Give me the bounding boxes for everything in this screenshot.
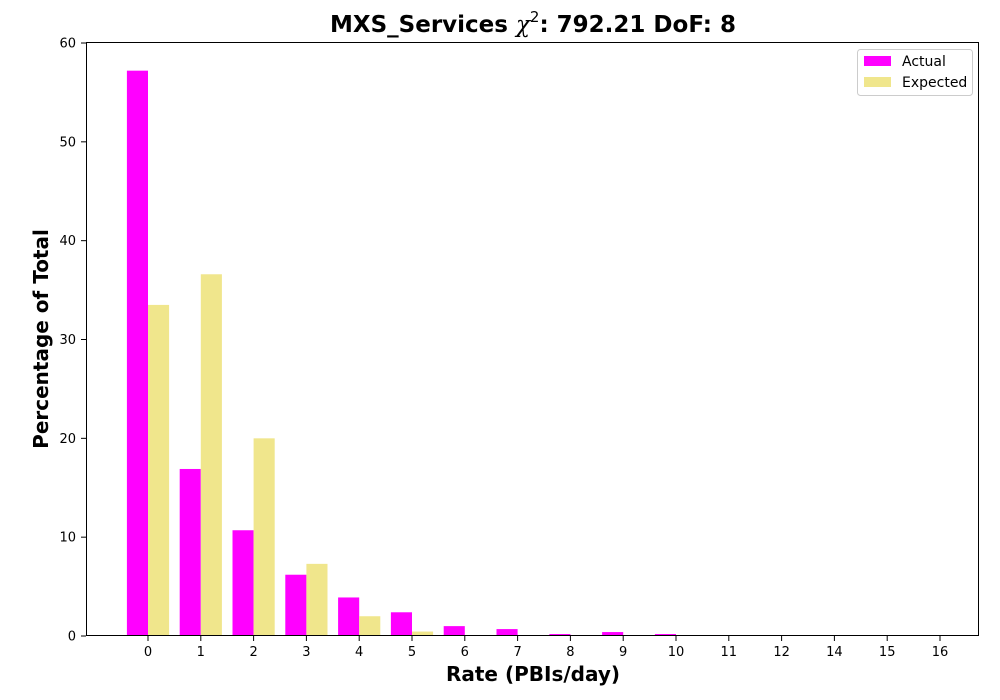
y-tick-label-50: 50 bbox=[59, 135, 76, 150]
x-tick-label-11: 11 bbox=[721, 645, 738, 660]
y-axis-label: Percentage of Total bbox=[29, 229, 53, 449]
chart-title-prefix: MXS_Services bbox=[330, 12, 516, 38]
bar-expected-5 bbox=[412, 631, 434, 636]
legend: Actual Expected bbox=[857, 49, 973, 96]
bar-actual-6 bbox=[443, 626, 465, 636]
x-tick-label-6: 6 bbox=[461, 645, 469, 660]
x-tick-label-2: 2 bbox=[249, 645, 257, 660]
x-tick-label-8: 8 bbox=[566, 645, 574, 660]
bar-actual-4 bbox=[338, 597, 360, 636]
x-tick-label-14: 14 bbox=[826, 645, 843, 660]
legend-label-actual: Actual bbox=[902, 54, 946, 70]
x-tick-label-10: 10 bbox=[668, 645, 685, 660]
y-axis-ticks: 0 10 20 30 40 50 60 bbox=[59, 37, 86, 645]
legend-swatch-actual bbox=[864, 56, 891, 66]
x-tick-label-3: 3 bbox=[302, 645, 310, 660]
legend-swatch-expected bbox=[864, 77, 891, 87]
chart-title-suffix: : 792.21 DoF: 8 bbox=[539, 12, 736, 38]
bar-expected-2 bbox=[253, 438, 275, 636]
bar-actual-1 bbox=[179, 468, 201, 636]
x-tick-label-15: 15 bbox=[879, 645, 896, 660]
bar-actual-5 bbox=[390, 612, 412, 636]
x-axis-ticks: 0 1 2 3 4 5 6 7 8 9 10 11 12 14 15 16 bbox=[144, 636, 948, 660]
y-tick-label-40: 40 bbox=[59, 234, 76, 249]
x-tick-label-0: 0 bbox=[144, 645, 152, 660]
legend-label-expected: Expected bbox=[902, 75, 967, 91]
bar-expected-4 bbox=[359, 616, 381, 636]
chart-title: MXS_Services χ2: 792.21 DoF: 8 bbox=[330, 8, 736, 38]
x-tick-label-16: 16 bbox=[932, 645, 949, 660]
chart-title-chi: χ bbox=[514, 12, 532, 38]
x-tick-label-1: 1 bbox=[197, 645, 205, 660]
bars-layer bbox=[126, 70, 940, 637]
y-tick-label-0: 0 bbox=[68, 630, 76, 645]
y-tick-label-10: 10 bbox=[59, 531, 76, 546]
bar-expected-1 bbox=[200, 274, 222, 636]
chart-title-superscript: 2 bbox=[530, 8, 540, 26]
x-tick-label-4: 4 bbox=[355, 645, 363, 660]
y-tick-label-30: 30 bbox=[59, 333, 76, 348]
bar-actual-7 bbox=[496, 629, 518, 636]
x-tick-label-5: 5 bbox=[408, 645, 416, 660]
bar-expected-3 bbox=[306, 563, 328, 636]
bar-actual-3 bbox=[285, 574, 307, 636]
bar-actual-9 bbox=[602, 632, 624, 636]
bar-actual-2 bbox=[232, 530, 254, 636]
y-tick-label-60: 60 bbox=[59, 37, 76, 52]
x-tick-label-12: 12 bbox=[773, 645, 790, 660]
bar-actual-0 bbox=[126, 70, 148, 637]
bar-expected-0 bbox=[148, 304, 170, 636]
x-tick-label-9: 9 bbox=[619, 645, 627, 660]
plot-frame bbox=[86, 42, 979, 636]
x-tick-label-7: 7 bbox=[513, 645, 521, 660]
y-tick-label-20: 20 bbox=[59, 432, 76, 447]
x-axis-label: Rate (PBIs/day) bbox=[446, 662, 620, 686]
